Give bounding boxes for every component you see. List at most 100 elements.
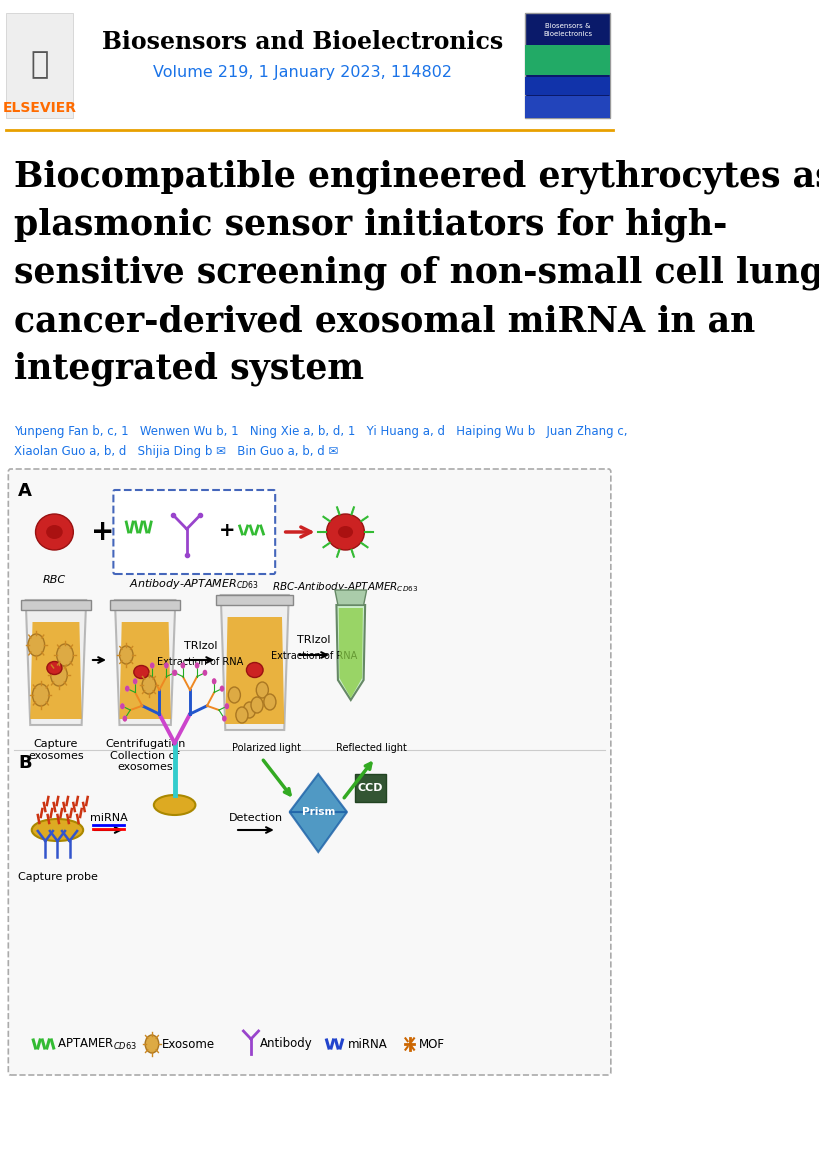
Polygon shape: [290, 774, 347, 812]
Circle shape: [120, 646, 133, 664]
Circle shape: [224, 703, 229, 709]
Text: Capture probe: Capture probe: [17, 872, 97, 882]
Text: Centrifugation
Collection of
exosomes: Centrifugation Collection of exosomes: [105, 739, 185, 772]
Circle shape: [173, 669, 177, 676]
Ellipse shape: [327, 514, 364, 550]
FancyArrowPatch shape: [286, 527, 311, 537]
Text: Capture
exosomes: Capture exosomes: [28, 739, 84, 761]
Bar: [526, 13, 610, 118]
Circle shape: [222, 716, 227, 721]
Bar: [526, 45, 610, 75]
Bar: [6, 13, 73, 118]
Circle shape: [133, 679, 138, 684]
Text: Extraction of RNA: Extraction of RNA: [270, 651, 357, 661]
FancyBboxPatch shape: [8, 469, 611, 1075]
Polygon shape: [221, 595, 289, 730]
Circle shape: [51, 664, 67, 686]
Circle shape: [212, 679, 216, 684]
Bar: [526, 96, 610, 118]
Text: A: A: [18, 482, 32, 500]
Bar: [21, 600, 91, 610]
Bar: [355, 774, 387, 802]
Text: miRNA: miRNA: [348, 1038, 387, 1050]
Circle shape: [150, 662, 155, 668]
Text: miRNA: miRNA: [89, 813, 128, 823]
Circle shape: [219, 686, 224, 691]
Circle shape: [123, 716, 127, 721]
Circle shape: [222, 716, 227, 721]
Text: integrated system: integrated system: [14, 352, 364, 387]
Circle shape: [181, 662, 185, 668]
FancyBboxPatch shape: [113, 490, 275, 574]
Text: Biocompatible engineered erythrocytes as: Biocompatible engineered erythrocytes as: [14, 160, 819, 195]
Circle shape: [33, 684, 49, 706]
Polygon shape: [25, 600, 86, 725]
Ellipse shape: [32, 819, 84, 841]
Polygon shape: [339, 608, 363, 698]
Polygon shape: [290, 812, 347, 852]
Text: Polarized light: Polarized light: [233, 743, 301, 753]
Polygon shape: [30, 622, 82, 719]
Text: Prism: Prism: [301, 807, 335, 818]
Bar: [526, 76, 610, 95]
Text: cancer-derived exosomal miRNA in an: cancer-derived exosomal miRNA in an: [14, 305, 755, 338]
Circle shape: [256, 682, 269, 698]
Circle shape: [264, 694, 276, 710]
Circle shape: [243, 702, 256, 718]
Circle shape: [145, 1035, 159, 1053]
Ellipse shape: [338, 526, 353, 538]
Text: Reflected light: Reflected light: [336, 743, 406, 753]
Circle shape: [123, 716, 127, 721]
Circle shape: [251, 697, 263, 713]
Circle shape: [229, 687, 241, 703]
Text: Antibody: Antibody: [260, 1038, 313, 1050]
Circle shape: [202, 669, 207, 676]
Ellipse shape: [133, 666, 149, 679]
Circle shape: [181, 662, 185, 668]
Text: Exosome: Exosome: [162, 1038, 215, 1050]
Text: Xiaolan Guo a, b, d   Shijia Ding b ✉   Bin Guo a, b, d ✉: Xiaolan Guo a, b, d Shijia Ding b ✉ Bin …: [14, 445, 338, 459]
Text: CCD: CCD: [358, 783, 383, 793]
Text: plasmonic sensor initiators for high-: plasmonic sensor initiators for high-: [14, 208, 727, 242]
Text: Volume 219, 1 January 2023, 114802: Volume 219, 1 January 2023, 114802: [153, 65, 452, 80]
Ellipse shape: [47, 661, 62, 674]
Text: RBC: RBC: [43, 576, 66, 585]
Ellipse shape: [35, 514, 74, 550]
Circle shape: [195, 662, 199, 668]
Polygon shape: [337, 604, 365, 699]
Circle shape: [202, 669, 207, 676]
Circle shape: [212, 679, 216, 684]
Circle shape: [133, 679, 138, 684]
Circle shape: [120, 703, 124, 709]
Circle shape: [120, 703, 124, 709]
Circle shape: [125, 686, 129, 691]
Bar: [216, 595, 293, 604]
Circle shape: [164, 662, 169, 668]
Ellipse shape: [154, 796, 196, 815]
Circle shape: [219, 686, 224, 691]
Text: TRIzol: TRIzol: [297, 635, 331, 645]
Circle shape: [173, 669, 177, 676]
Circle shape: [142, 669, 147, 676]
Text: Biosensors and Bioelectronics: Biosensors and Bioelectronics: [102, 30, 503, 54]
Circle shape: [172, 669, 177, 676]
Text: Biosensors &
Bioelectronics: Biosensors & Bioelectronics: [543, 23, 592, 37]
Text: Detection: Detection: [229, 813, 283, 823]
Text: RBC-Antibody-APTAMER$_{\mathit{CD63}}$: RBC-Antibody-APTAMER$_{\mathit{CD63}}$: [273, 580, 419, 594]
Circle shape: [28, 633, 44, 655]
Ellipse shape: [247, 662, 263, 677]
Polygon shape: [335, 589, 367, 604]
Text: sensitive screening of non-small cell lung: sensitive screening of non-small cell lu…: [14, 256, 819, 291]
Circle shape: [143, 676, 156, 694]
Circle shape: [57, 644, 74, 666]
Text: Extraction of RNA: Extraction of RNA: [157, 657, 243, 667]
Circle shape: [195, 662, 199, 668]
Polygon shape: [225, 617, 284, 724]
Text: +: +: [91, 518, 115, 547]
Circle shape: [164, 662, 169, 668]
Ellipse shape: [46, 525, 63, 538]
Text: Yunpeng Fan b, c, 1   Wenwen Wu b, 1   Ning Xie a, b, d, 1   Yi Huang a, d   Hai: Yunpeng Fan b, c, 1 Wenwen Wu b, 1 Ning …: [14, 425, 627, 438]
Text: Antibody-APTAMER$_{\mathit{CD63}}$: Antibody-APTAMER$_{\mathit{CD63}}$: [129, 577, 260, 591]
Polygon shape: [120, 622, 171, 719]
Text: ELSEVIER: ELSEVIER: [2, 101, 76, 115]
